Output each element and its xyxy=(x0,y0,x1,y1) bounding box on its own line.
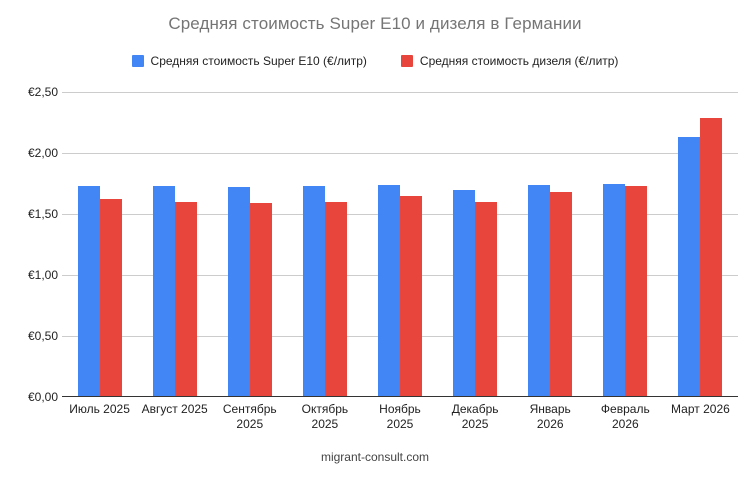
bar-group xyxy=(137,92,212,397)
bar-series-1[interactable] xyxy=(475,201,498,397)
legend-entry-series-0[interactable]: Средняя стоимость Super E10 (€/литр) xyxy=(131,54,367,68)
x-axis-tick-label: Июль 2025 xyxy=(62,402,137,432)
x-axis-tick-label: Декабрь 2025 xyxy=(438,402,513,432)
x-axis-tick-label-line: Февраль xyxy=(600,402,650,416)
x-axis-tick-label-line: Июль 2025 xyxy=(69,402,130,416)
bar-series-0[interactable] xyxy=(603,183,626,397)
gridline xyxy=(62,153,738,154)
bar-series-0[interactable] xyxy=(453,189,476,397)
legend-swatch-icon-series-0 xyxy=(131,55,144,67)
x-axis-tick-label-line: Декабрь xyxy=(451,402,499,416)
x-axis-tick-label-line: Август 2025 xyxy=(141,402,208,416)
source-watermark: migrant-consult.com xyxy=(320,450,430,464)
axis-baseline xyxy=(62,396,738,397)
y-axis-tick-label: €1,50 xyxy=(27,207,58,221)
bar-series-0[interactable] xyxy=(377,184,400,397)
x-axis-tick-label: Январь 2026 xyxy=(513,402,588,432)
bar-group xyxy=(663,92,738,397)
chart-legend: Средняя стоимость Super E10 (€/литр) Сре… xyxy=(0,54,750,68)
x-axis-tick-label: Сентябрь 2025 xyxy=(212,402,287,432)
chart-title: Средняя стоимость Super E10 и дизеля в Г… xyxy=(168,14,582,33)
legend-label-series-1: Средняя стоимость дизеля (€/литр) xyxy=(419,54,619,68)
x-axis-tick-label-line: 2025 xyxy=(311,417,339,431)
legend-swatch-icon-series-1 xyxy=(400,55,413,67)
x-axis-tick-label-line: 2025 xyxy=(386,417,414,431)
bar-group xyxy=(212,92,287,397)
bar-groups xyxy=(62,92,738,397)
y-axis-tick-label: €1,00 xyxy=(27,268,58,282)
x-axis-tick-label: Октябрь 2025 xyxy=(287,402,362,432)
y-axis-tick-label: €0,50 xyxy=(27,329,58,343)
bar-group xyxy=(588,92,663,397)
bar-series-0[interactable] xyxy=(678,137,701,397)
x-axis-tick-label: Август 2025 xyxy=(137,402,212,432)
bar-series-1[interactable] xyxy=(324,201,347,397)
bar-series-1[interactable] xyxy=(399,195,422,397)
x-axis-tick-label-line: Ноябрь xyxy=(379,402,421,416)
bar-series-0[interactable] xyxy=(528,184,551,397)
bar-series-0[interactable] xyxy=(227,187,250,397)
bar-series-0[interactable] xyxy=(77,185,100,397)
x-axis-tick-label: Февраль 2026 xyxy=(588,402,663,432)
x-axis-tick-label-line: Сентябрь xyxy=(222,402,277,416)
bar-group xyxy=(287,92,362,397)
bar-series-1[interactable] xyxy=(99,199,122,397)
y-axis-tick-label: €0,00 xyxy=(27,390,58,404)
plot-area xyxy=(62,92,738,397)
x-axis-tick-label: Ноябрь 2025 xyxy=(362,402,437,432)
x-axis-tick-label: Март 2026 xyxy=(663,402,738,432)
bar-series-1[interactable] xyxy=(249,203,272,397)
bar-series-1[interactable] xyxy=(625,185,648,397)
x-axis-tick-label-line: Январь xyxy=(529,402,571,416)
x-axis-tick-label-line: Март 2026 xyxy=(671,402,730,416)
y-axis-tick-label: €2,50 xyxy=(27,85,58,99)
bar-series-0[interactable] xyxy=(152,185,175,397)
bar-group xyxy=(513,92,588,397)
bar-series-1[interactable] xyxy=(550,192,573,397)
x-axis-tick-label-line: 2026 xyxy=(611,417,639,431)
x-axis-tick-label-line: 2025 xyxy=(461,417,489,431)
bar-group xyxy=(62,92,137,397)
bar-series-1[interactable] xyxy=(700,117,723,397)
bar-series-1[interactable] xyxy=(174,201,197,397)
bar-series-0[interactable] xyxy=(302,185,325,397)
x-axis-tick-label-line: Октябрь xyxy=(301,402,349,416)
legend-label-series-0: Средняя стоимость Super E10 (€/литр) xyxy=(150,54,367,68)
x-axis-tick-label-line: 2026 xyxy=(536,417,564,431)
gridline xyxy=(62,92,738,93)
y-axis-tick-label: €2,00 xyxy=(27,146,58,160)
legend-entry-series-1[interactable]: Средняя стоимость дизеля (€/литр) xyxy=(400,54,619,68)
bar-group xyxy=(362,92,437,397)
x-axis-tick-labels: Июль 2025 Август 2025 Сентябрь 2025 Октябрь 2… xyxy=(62,402,738,432)
x-axis-tick-label-line: 2025 xyxy=(236,417,264,431)
bar-group xyxy=(438,92,513,397)
